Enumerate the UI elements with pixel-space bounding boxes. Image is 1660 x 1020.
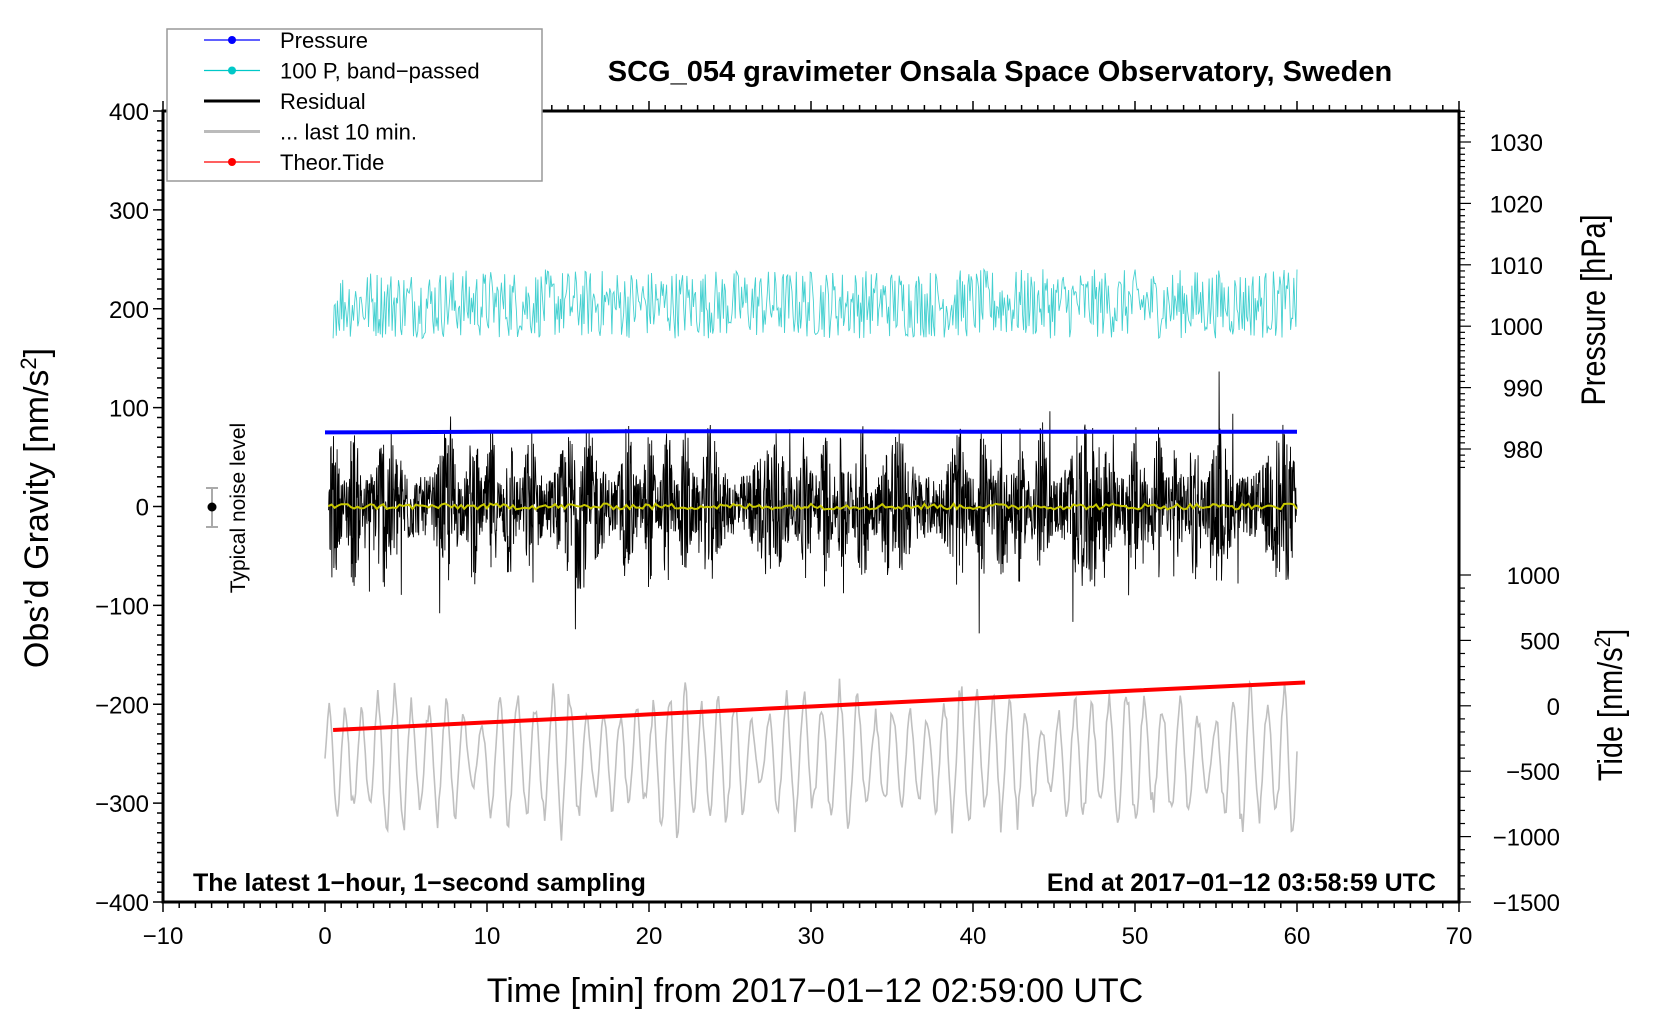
pressure-tick-label: 990 — [1503, 376, 1543, 403]
end-time-note: End at 2017−01−12 03:58:59 UTC — [1047, 869, 1436, 897]
legend: Pressure 100 P, band−passed Residual ... la… — [166, 28, 543, 182]
noise-level-label: Typical noise level — [227, 423, 250, 593]
x-tick-label: 50 — [1122, 923, 1149, 950]
axes: −10 0 10 20 30 40 50 60 704003002001000−100−200−… — [95, 99, 1560, 950]
tide-tick-label: 1000 — [1507, 563, 1560, 590]
pressure-tick-label: 1010 — [1490, 253, 1543, 280]
legend-label: Pressure — [280, 28, 368, 53]
x-tick-label: 30 — [798, 923, 825, 950]
x-tick-label: 0 — [318, 923, 331, 950]
tide-tick-label: 0 — [1547, 694, 1560, 721]
pressure-trace — [324, 429, 1297, 435]
residual-trace — [327, 371, 1298, 634]
pressure-tick-label: 1030 — [1490, 130, 1543, 157]
tide-tick-label: −1000 — [1493, 825, 1560, 852]
x-tick-label: 20 — [636, 923, 663, 950]
x-tick-label: 60 — [1284, 923, 1311, 950]
y-tick-label: −400 — [95, 890, 149, 917]
y-tick-label: 400 — [109, 99, 149, 126]
sampling-note: The latest 1−hour, 1−second sampling — [193, 869, 646, 897]
y-tick-label: 200 — [109, 297, 149, 324]
pressure-tick-label: 1020 — [1490, 191, 1543, 218]
legend-item: Residual — [204, 89, 366, 114]
legend-label: 100 P, band−passed — [280, 59, 480, 84]
legend-item: 100 P, band−passed — [204, 59, 480, 84]
x-tick-label: 10 — [474, 923, 501, 950]
legend-marker — [228, 36, 236, 44]
x-axis-label: Time [min] from 2017−01−12 02:59:00 UTC — [487, 972, 1143, 1010]
data-traces — [324, 267, 1306, 841]
y-tick-label: 300 — [109, 198, 149, 225]
band-passed-pressure-trace — [332, 267, 1298, 340]
chart-title: SCG_054 gravimeter Onsala Space Observat… — [608, 56, 1392, 88]
legend-item: Pressure — [204, 28, 368, 53]
noise-level-indicator: Typical noise level — [206, 423, 250, 593]
legend-label: Residual — [280, 89, 366, 114]
tide-tick-label: −500 — [1506, 759, 1560, 786]
y-tick-label: −100 — [95, 593, 149, 620]
legend-marker — [228, 158, 236, 166]
pressure-axis-label: Pressure [hPa] — [1574, 214, 1613, 405]
legend-label: ... last 10 min. — [280, 120, 417, 145]
pressure-tick-label: 1000 — [1490, 314, 1543, 341]
tide-tick-label: 500 — [1520, 628, 1560, 655]
x-tick-label: 70 — [1446, 923, 1473, 950]
last-10-min-trace — [324, 678, 1298, 841]
tide-axis-label: Tide [nm/s2] — [1591, 629, 1630, 781]
tide-trace — [333, 680, 1306, 732]
legend-item: Theor.Tide — [204, 150, 384, 175]
y-axis-label: Obs’d Gravity [nm/s2] — [16, 348, 56, 668]
x-tick-label: 40 — [960, 923, 987, 950]
y-tick-label: −300 — [95, 791, 149, 818]
x-tick-label: −10 — [143, 923, 184, 950]
residual-smoothed-trace — [327, 501, 1298, 512]
y-tick-label: 100 — [109, 396, 149, 423]
y-tick-label: 0 — [136, 495, 149, 522]
legend-label: Theor.Tide — [280, 150, 384, 175]
tide-tick-label: −1500 — [1493, 890, 1560, 917]
y-tick-label: −200 — [95, 692, 149, 719]
pressure-tick-label: 980 — [1503, 437, 1543, 464]
legend-item: ... last 10 min. — [204, 120, 417, 145]
legend-marker — [228, 66, 236, 75]
